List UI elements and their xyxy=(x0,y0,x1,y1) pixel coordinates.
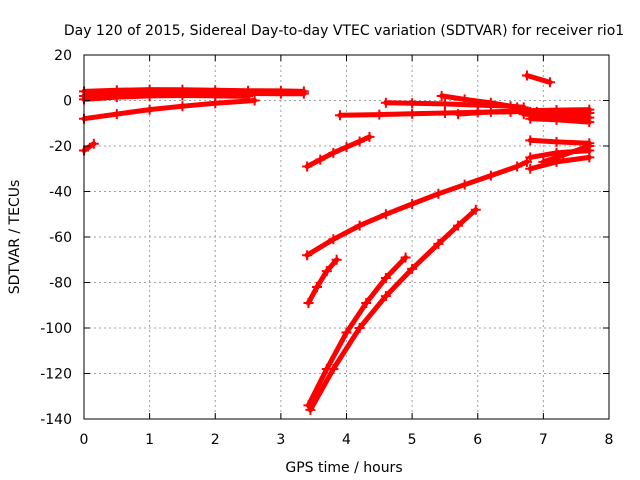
data-point-marker xyxy=(440,108,450,118)
data-point-marker xyxy=(584,152,594,162)
x-tick-label: 7 xyxy=(539,432,548,448)
y-tick-label: 20 xyxy=(54,48,72,64)
x-tick-label: 4 xyxy=(342,432,351,448)
data-point-marker xyxy=(552,137,562,147)
x-axis-label: GPS time / hours xyxy=(285,460,402,476)
series-line xyxy=(84,96,248,100)
y-tick-label: 0 xyxy=(63,94,72,110)
data-point-marker xyxy=(335,110,345,120)
x-tick-label: 3 xyxy=(276,432,285,448)
data-point-marker xyxy=(381,98,391,108)
series-line xyxy=(84,101,255,119)
data-series xyxy=(302,157,532,260)
data-point-marker xyxy=(525,135,535,145)
data-point-marker xyxy=(145,105,155,115)
data-point-marker xyxy=(407,98,417,108)
data-point-marker xyxy=(177,101,187,111)
x-tick-label: 8 xyxy=(605,432,614,448)
data-point-marker xyxy=(210,98,220,108)
x-tick-label: 2 xyxy=(211,432,220,448)
x-tick-label: 6 xyxy=(473,432,482,448)
data-point-marker xyxy=(486,107,496,117)
data-point-marker xyxy=(112,109,122,119)
series-line xyxy=(530,157,589,168)
data-series xyxy=(305,205,480,415)
y-tick-label: -140 xyxy=(40,412,72,428)
data-series xyxy=(303,255,341,308)
chart-title: Day 120 of 2015, Sidereal Day-to-day VTE… xyxy=(64,23,624,39)
x-tick-label: 1 xyxy=(145,432,154,448)
y-tick-label: -20 xyxy=(49,139,72,155)
y-tick-label: -40 xyxy=(49,185,72,201)
y-axis-label: SDTVAR / TECUs xyxy=(7,180,23,295)
data-point-marker xyxy=(407,109,417,119)
y-tick-label: -80 xyxy=(49,276,72,292)
series-line xyxy=(308,260,336,303)
x-tick-label: 0 xyxy=(80,432,89,448)
y-tick-label: -100 xyxy=(40,321,72,337)
data-series xyxy=(79,139,99,156)
data-series-group xyxy=(79,70,594,414)
y-tick-label: -120 xyxy=(40,367,72,383)
x-tick-label: 5 xyxy=(408,432,417,448)
series-line xyxy=(527,76,550,83)
data-series xyxy=(302,132,374,172)
data-series xyxy=(522,70,555,87)
y-tick-label: -60 xyxy=(49,230,72,246)
data-point-marker xyxy=(374,110,384,120)
